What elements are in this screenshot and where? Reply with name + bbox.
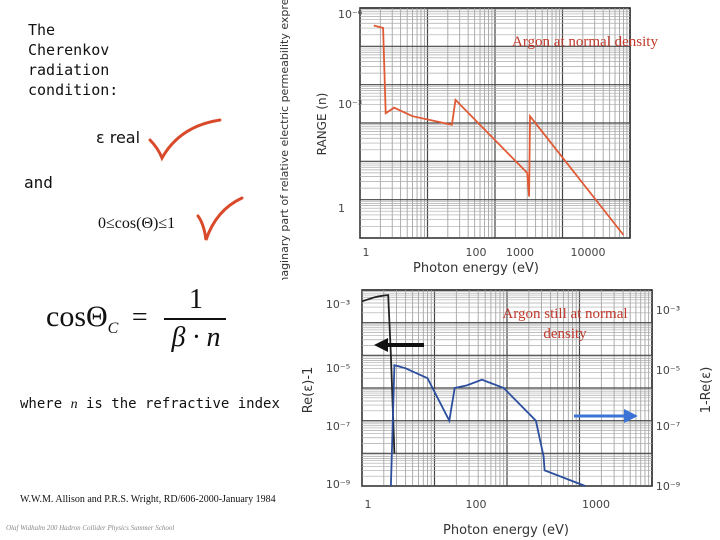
x-tick-label: 10000: [571, 246, 606, 259]
condition-cosine-range: 0≤cos(Θ)≤1: [98, 215, 176, 232]
y-tick-labels: 10⁻⁶ 10⁻³ 1: [338, 8, 363, 215]
x-tick-labels: 1 100 1000: [365, 498, 611, 511]
formula-numerator: 1: [189, 284, 203, 315]
chart1-title: Argon at normal density: [512, 34, 658, 50]
and-word: and: [24, 173, 53, 192]
y-axis-label-right: 1-Re(ε): [699, 367, 714, 414]
grid: [361, 290, 652, 487]
y-tick-label: 10⁻⁶: [338, 8, 363, 21]
argon-imaginary-part-chart: Imaginary part of relative electric perm…: [278, 0, 631, 280]
y-tick-label-right: 10⁻⁷: [656, 420, 680, 433]
data-series: [373, 24, 625, 236]
formula-subscript: C: [107, 320, 119, 337]
y-tick-label: 10⁻³: [338, 98, 362, 111]
y-axis-label-secondary: Imaginary part of relative electric perm…: [278, 0, 291, 280]
y-tick-label-left: 10⁻⁹: [326, 478, 350, 491]
formula-denominator: β · n: [171, 322, 221, 353]
x-axis-label: Photon energy (eV): [413, 261, 539, 276]
checkmark-icon-1: [148, 118, 222, 162]
slide-title: The Cherenkov radiation condition:: [28, 21, 119, 99]
y-tick-labels: 10⁻³ 10⁻⁵ 10⁻⁷ 10⁻⁹ 10⁻³ 10⁻⁵ 10⁻⁷ 10⁻⁹: [326, 298, 680, 493]
right-axis-arrow: [574, 409, 638, 423]
y-tick-label-right: 10⁻³: [656, 304, 680, 317]
grid: [359, 8, 630, 239]
left-axis-arrow: [374, 338, 424, 352]
formula-lhs: cosΘC =: [46, 300, 148, 337]
y-axis-label: RANGE (n): [315, 93, 329, 156]
reference-citation: W.W.M. Allison and P.R.S. Wright, RD/606…: [20, 494, 276, 505]
footer-signature: Olaf Widhalm 200 Hadron Collider Physics…: [6, 524, 175, 532]
y-tick-label-left: 10⁻³: [326, 298, 350, 311]
series-line-0: [361, 294, 396, 454]
formula-cos-theta: cosΘ: [46, 300, 108, 333]
y-axis-label-left: Re(ε)-1: [301, 367, 316, 414]
x-tick-label: 1: [365, 498, 372, 511]
x-tick-labels: 1 100 1000 10000: [363, 246, 606, 259]
y-tick-label-right: 10⁻⁹: [656, 480, 680, 493]
x-tick-label: 1000: [506, 246, 534, 259]
x-tick-label: 1000: [582, 498, 610, 511]
y-tick-label: 1: [338, 202, 345, 215]
y-tick-label-left: 10⁻⁵: [326, 362, 350, 375]
x-tick-label: 100: [466, 246, 487, 259]
refractive-index-note: where n is the refractive index: [20, 396, 280, 412]
data-series: [361, 294, 586, 487]
chart2-title: Argon still at normal density: [502, 306, 628, 342]
x-tick-label: 1: [363, 246, 370, 259]
series-line-0: [373, 24, 625, 236]
x-axis-label: Photon energy (eV): [443, 523, 569, 538]
y-tick-label-left: 10⁻⁷: [326, 420, 350, 433]
condition-epsilon-real: ε real: [96, 128, 141, 147]
checkmark-icon-2: [196, 196, 244, 241]
y-tick-label-right: 10⁻⁵: [656, 364, 680, 377]
formula-fraction-bar: [164, 318, 226, 320]
x-tick-label: 100: [466, 498, 487, 511]
argon-real-part-chart: Re(ε)-1 1-Re(ε) 10⁻³ 10⁻⁵ 10⁻⁷ 10⁻⁹ 10⁻³ 10⁻⁵…: [301, 289, 714, 538]
series-line-1: [390, 364, 586, 487]
